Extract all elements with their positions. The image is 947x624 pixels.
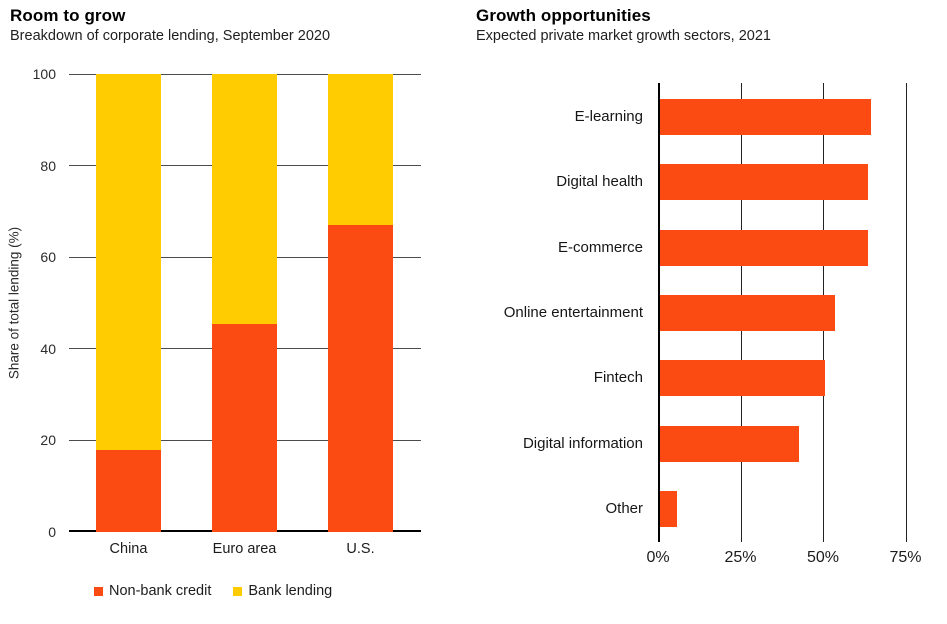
y-tick-label: 100 [32, 66, 56, 82]
x-tick-label: 0% [646, 549, 670, 566]
legend-swatch [233, 586, 243, 596]
bar-segment-non-bank-credit [328, 225, 393, 532]
x-tick-label: 75% [889, 549, 922, 566]
right-chart: Growth opportunities Expected private ma… [445, 0, 947, 624]
legend-label: Non-bank credit [109, 583, 212, 599]
horizontal-bar [660, 164, 868, 201]
legend-item: Bank lending [233, 583, 332, 599]
right-plot-area [658, 83, 930, 542]
left-y-tick-labels: 0 20 40 60 80 100 [0, 66, 56, 540]
stacked-bar [328, 74, 393, 532]
right-x-tick-labels: 0% 25% 50% 75% [646, 549, 930, 571]
left-chart-subtitle: Breakdown of corporate lending, Septembe… [10, 28, 331, 44]
legend-item: Non-bank credit [94, 583, 211, 599]
y-tick-label: 80 [40, 157, 56, 174]
category-label: Other [605, 499, 643, 517]
right-chart-title: Growth opportunities [476, 6, 651, 25]
horizontal-bar [660, 360, 825, 397]
y-tick-label: 40 [40, 340, 56, 357]
category-label: Online entertainment [503, 303, 643, 321]
y-tick-label: 0 [48, 524, 56, 540]
left-category-labels: China Euro area U.S. [69, 541, 421, 561]
legend: Non-bank credit Bank lending [94, 583, 332, 599]
bar-segment-bank-lending [328, 74, 393, 226]
bar-segment-bank-lending [96, 74, 161, 450]
gridline [905, 83, 907, 542]
left-plot-area [69, 73, 421, 532]
category-label: Digital health [556, 173, 643, 191]
x-tick-label: 25% [724, 549, 757, 566]
horizontal-bar [660, 229, 868, 266]
category-label: Fintech [593, 369, 643, 387]
left-chart-title: Room to grow [10, 6, 126, 25]
right-category-labels: E-learning Digital health E-commerce Online… [440, 83, 643, 542]
y-tick-label: 60 [40, 249, 56, 266]
horizontal-bar [660, 294, 835, 331]
legend-swatch [94, 586, 103, 596]
bar-segment-non-bank-credit [96, 449, 161, 532]
bar-segment-bank-lending [212, 74, 277, 324]
x-tick-label: 50% [806, 549, 840, 566]
stacked-bar [96, 74, 161, 532]
right-y-axis-line [658, 83, 660, 542]
category-label: Euro area [212, 541, 277, 557]
y-tick-label: 20 [40, 432, 56, 449]
stacked-bar [212, 74, 277, 532]
horizontal-bar [660, 425, 799, 462]
horizontal-bar [660, 99, 872, 135]
category-label: China [109, 541, 148, 557]
category-label: Digital information [522, 434, 643, 452]
bar-segment-non-bank-credit [212, 323, 277, 532]
horizontal-bar [660, 490, 677, 527]
left-chart: Room to grow Breakdown of corporate lend… [0, 0, 445, 624]
category-label: E-commerce [557, 238, 643, 256]
right-chart-subtitle: Expected private market growth sectors, … [476, 28, 771, 44]
category-label: E-learning [574, 108, 643, 125]
legend-label: Bank lending [248, 583, 333, 599]
category-label: U.S. [346, 541, 375, 557]
